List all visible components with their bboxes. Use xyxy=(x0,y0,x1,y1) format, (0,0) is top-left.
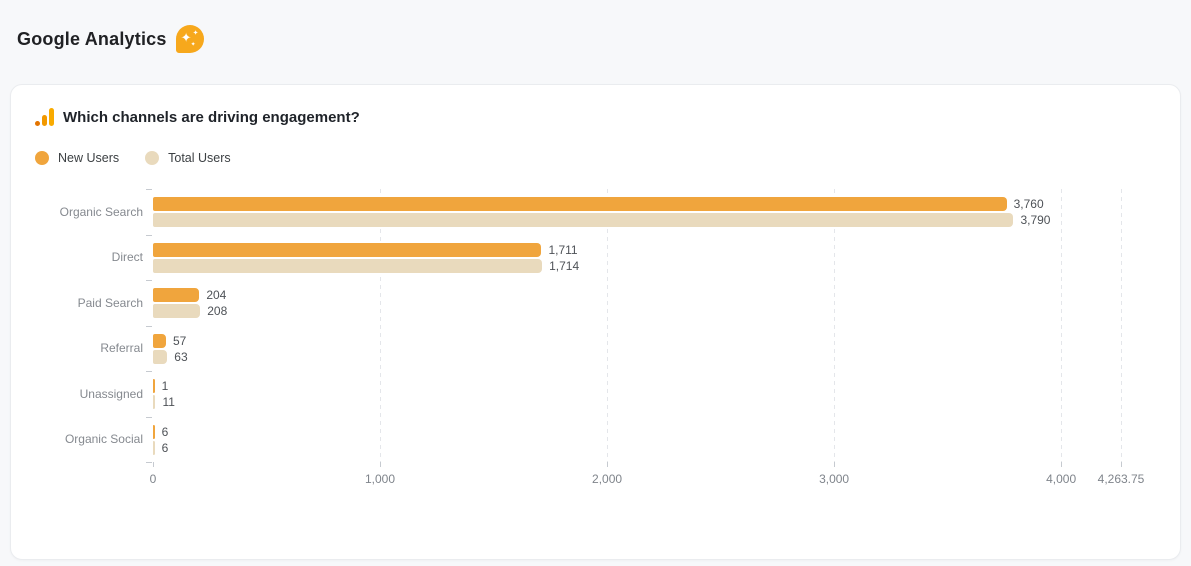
bar-total-users[interactable] xyxy=(153,213,1014,227)
ai-sparkles-badge-icon[interactable]: ✦ ✦ ✦ xyxy=(175,25,204,53)
bar-value-label: 6 xyxy=(161,424,169,439)
y-axis-tick xyxy=(146,325,152,327)
x-axis-label: 3,000 xyxy=(819,472,850,486)
legend-dot-total-users xyxy=(145,151,160,165)
x-axis-label: 1,000 xyxy=(365,472,396,486)
chart-legend: New Users Total Users xyxy=(11,126,1180,165)
x-axis-label: 2,000 xyxy=(592,472,623,486)
category-label: Direct xyxy=(111,250,143,265)
bar-value-label: 208 xyxy=(207,304,228,318)
x-axis-tick xyxy=(1061,462,1063,467)
x-axis-tick xyxy=(607,462,609,467)
category-label: Organic Search xyxy=(59,204,143,219)
chart-card: Which channels are driving engagement? N… xyxy=(10,84,1181,560)
x-axis-label: 4,000 xyxy=(1046,472,1077,486)
y-axis-tick xyxy=(146,462,152,463)
legend-label: Total Users xyxy=(168,151,231,165)
legend-label: New Users xyxy=(58,151,120,165)
bar-chart-plot-area: 0 1,000 2,000 3,000 4,000 4,263.75 Organic Sea… xyxy=(60,189,1144,486)
category-label: Organic Social xyxy=(64,432,143,447)
category-label: Referral xyxy=(100,341,143,356)
x-axis-tick xyxy=(834,462,836,467)
bar-value-label: 1,714 xyxy=(549,258,580,273)
bar-value-label: 1 xyxy=(161,379,169,393)
x-axis-tick xyxy=(1121,462,1122,467)
y-axis-tick xyxy=(146,280,152,281)
bar-new-users[interactable] xyxy=(153,333,166,348)
bar-new-users[interactable] xyxy=(153,379,155,393)
sparkle-icon: ✦ xyxy=(192,30,199,37)
google-analytics-logo-icon xyxy=(35,108,54,126)
bar-value-label: 6 xyxy=(161,440,169,455)
legend-item-new-users[interactable]: New Users xyxy=(35,151,119,165)
app-header: Google Analytics ✦ ✦ ✦ xyxy=(0,0,1191,53)
bar-total-users[interactable] xyxy=(153,304,201,318)
y-axis-tick xyxy=(146,371,152,372)
y-axis-tick xyxy=(146,189,152,190)
legend-item-total-users[interactable]: Total Users xyxy=(145,151,231,165)
bar-new-users[interactable] xyxy=(153,288,200,302)
gridline xyxy=(380,189,382,462)
bar-value-label: 63 xyxy=(174,349,188,364)
sparkle-icon: ✦ xyxy=(180,30,192,45)
gridline xyxy=(1061,189,1063,462)
sparkle-icon: ✦ xyxy=(190,42,196,48)
y-axis-tick xyxy=(146,416,152,418)
x-axis-tick xyxy=(153,462,154,467)
bar-value-label: 204 xyxy=(206,288,227,302)
x-axis-tick xyxy=(380,462,382,467)
bar-total-users[interactable] xyxy=(153,395,156,409)
gridline xyxy=(607,189,609,462)
bar-value-label: 3,790 xyxy=(1020,213,1051,227)
category-label: Unassigned xyxy=(79,386,143,401)
bar-new-users[interactable] xyxy=(153,242,542,257)
bar-value-label: 3,760 xyxy=(1013,197,1044,211)
x-axis-label: 4,263.75 xyxy=(1097,472,1145,486)
bar-total-users[interactable] xyxy=(153,349,168,364)
bar-new-users[interactable] xyxy=(153,197,1007,211)
bar-value-label: 1,711 xyxy=(548,242,578,257)
gridline xyxy=(834,189,836,462)
y-axis-tick xyxy=(146,234,152,236)
card-header: Which channels are driving engagement? xyxy=(11,85,1180,126)
bar-total-users[interactable] xyxy=(153,440,155,455)
bar-total-users[interactable] xyxy=(153,258,543,273)
bar-new-users[interactable] xyxy=(153,424,155,439)
gridline xyxy=(1121,189,1122,462)
app-title: Google Analytics xyxy=(17,28,167,49)
x-axis-label: 0 xyxy=(149,472,157,486)
bar-value-label: 11 xyxy=(162,395,175,409)
chart-title: Which channels are driving engagement? xyxy=(63,108,360,126)
category-label: Paid Search xyxy=(77,295,143,310)
bar-value-label: 57 xyxy=(172,333,187,348)
legend-dot-new-users xyxy=(35,151,49,165)
